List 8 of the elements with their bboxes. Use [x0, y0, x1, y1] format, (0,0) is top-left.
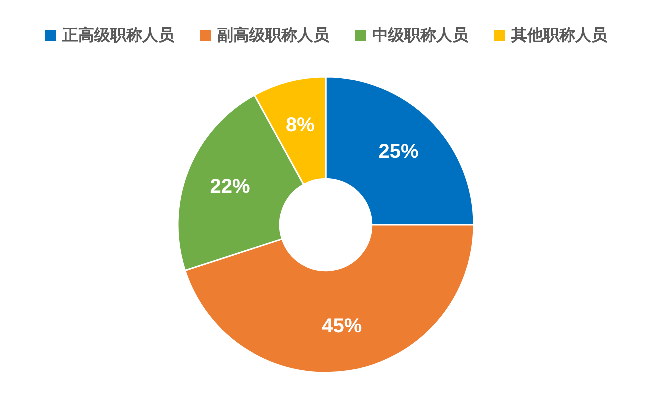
data-label: 25%: [378, 141, 420, 164]
data-label: 22%: [210, 176, 251, 198]
data-label: 45%: [322, 316, 362, 338]
legend-label: 副高级职称人员: [218, 26, 330, 44]
data-label: 8%: [286, 114, 316, 136]
legend-label: 中级职称人员: [372, 26, 470, 44]
legend-label: 其他职称人员: [510, 26, 608, 44]
legend-label: 正高级职称人员: [62, 26, 176, 44]
